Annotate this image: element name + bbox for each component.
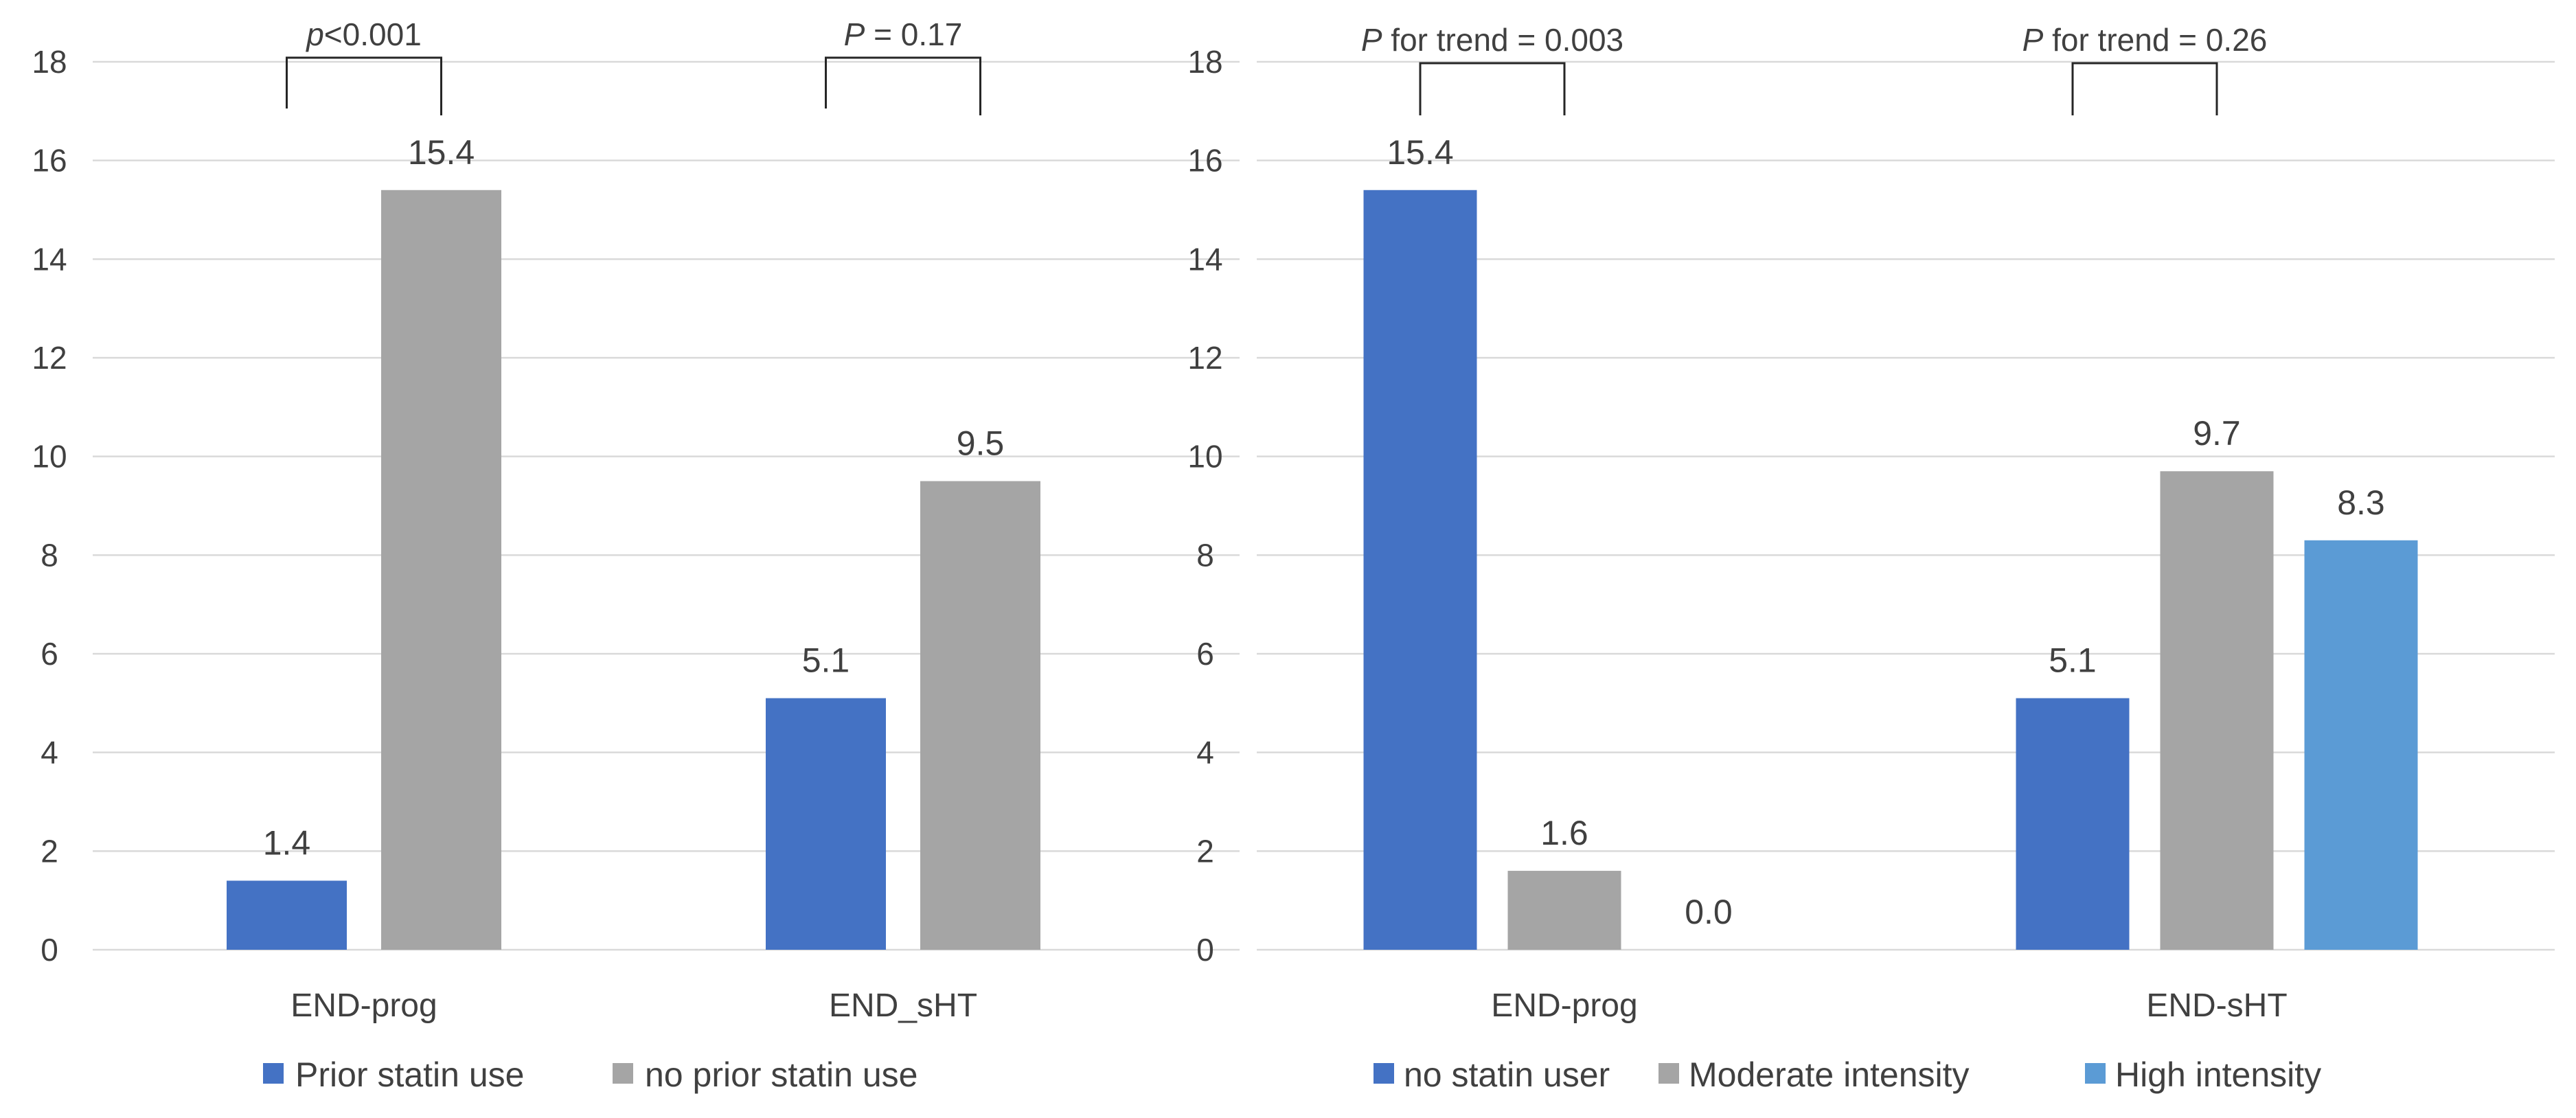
bar [1363, 190, 1477, 950]
legend-swatch [263, 1063, 284, 1084]
legend-label: Moderate intensity [1689, 1056, 1970, 1094]
chart-panel-1: 0 2 4 6 8 10 12 14 16 18 1.4 15.4 END-prog p<0.001 5.1… [32, 16, 1240, 1094]
y-tick-label: 16 [32, 143, 67, 179]
x-tick-label: END-prog [290, 988, 437, 1024]
significance-bracket [286, 56, 442, 115]
p-value-prefix: P [844, 16, 865, 52]
bar [2016, 698, 2130, 950]
data-label: 1.4 [263, 823, 311, 862]
bar [1507, 871, 1621, 950]
p-value-annotation: p<0.001 [305, 16, 422, 52]
data-label: 8.3 [2337, 483, 2385, 522]
legend-swatch [2085, 1063, 2106, 1084]
p-value-annotation: P = 0.17 [844, 16, 963, 52]
y-tick-label: 6 [41, 636, 58, 672]
legend: Prior statin use no prior statin use [263, 1056, 917, 1094]
legend-label: High intensity [2115, 1056, 2321, 1094]
y-tick-label: 16 [1187, 143, 1222, 179]
y-tick-label: 12 [1187, 340, 1222, 376]
y-tick-label: 10 [32, 439, 67, 475]
data-label: 5.1 [802, 641, 850, 680]
data-label: 1.6 [1540, 814, 1588, 852]
bar [227, 880, 347, 950]
legend-label: Prior statin use [295, 1056, 524, 1094]
significance-bracket [2071, 62, 2218, 115]
significance-bracket [825, 56, 981, 115]
data-label: 9.7 [2193, 414, 2241, 453]
y-tick-label: 8 [1196, 537, 1214, 573]
x-tick-label: END-sHT [2146, 988, 2287, 1024]
y-tick-label: 10 [1187, 439, 1222, 475]
legend-label: no prior statin use [645, 1056, 917, 1094]
legend: no statin user Moderate intensity High int… [1374, 1056, 2321, 1094]
y-tick-label: 4 [41, 735, 58, 771]
p-value-text: <0.001 [324, 16, 422, 52]
legend-swatch [1659, 1063, 1679, 1084]
y-tick-label: 2 [1196, 833, 1214, 869]
chart-panel-2: 0 2 4 6 8 10 12 14 16 18 15.4 1.6 0.0 END-prog P for t… [1187, 22, 2555, 1094]
bar [2304, 540, 2418, 950]
p-value-text: for trend = 0.003 [1382, 22, 1624, 58]
data-label: 5.1 [2049, 641, 2097, 680]
data-label: 15.4 [408, 133, 475, 172]
data-label: 9.5 [957, 424, 1005, 463]
legend-label: no statin user [1404, 1056, 1610, 1094]
y-tick-label: 0 [41, 932, 58, 968]
x-tick-label: END_sHT [829, 988, 977, 1024]
bar [766, 698, 886, 950]
y-tick-label: 8 [41, 537, 58, 573]
p-value-prefix: P [2022, 22, 2044, 58]
y-tick-label: 6 [1196, 636, 1214, 672]
bar [2160, 471, 2274, 950]
legend-swatch [1374, 1063, 1394, 1084]
x-tick-label: END-prog [1491, 988, 1637, 1024]
legend-swatch [613, 1063, 633, 1084]
y-tick-label: 18 [32, 44, 67, 80]
p-value-prefix: P [1361, 22, 1382, 58]
p-value-annotation: P for trend = 0.003 [1361, 22, 1623, 58]
p-value-text: = 0.17 [865, 16, 962, 52]
significance-bracket [1419, 62, 1566, 115]
y-tick-label: 14 [1187, 241, 1222, 277]
y-tick-label: 12 [32, 340, 67, 376]
data-label: 15.4 [1387, 133, 1453, 172]
y-tick-label: 2 [41, 833, 58, 869]
p-value-prefix: p [305, 16, 324, 52]
p-value-text: for trend = 0.26 [2043, 22, 2267, 58]
y-tick-label: 18 [1187, 44, 1222, 80]
bar [920, 481, 1040, 950]
data-label: 0.0 [1685, 893, 1733, 931]
y-tick-label: 14 [32, 241, 67, 277]
y-tick-label: 0 [1196, 932, 1214, 968]
bar [381, 190, 501, 950]
p-value-annotation: P for trend = 0.26 [2022, 22, 2268, 58]
y-tick-label: 4 [1196, 735, 1214, 771]
